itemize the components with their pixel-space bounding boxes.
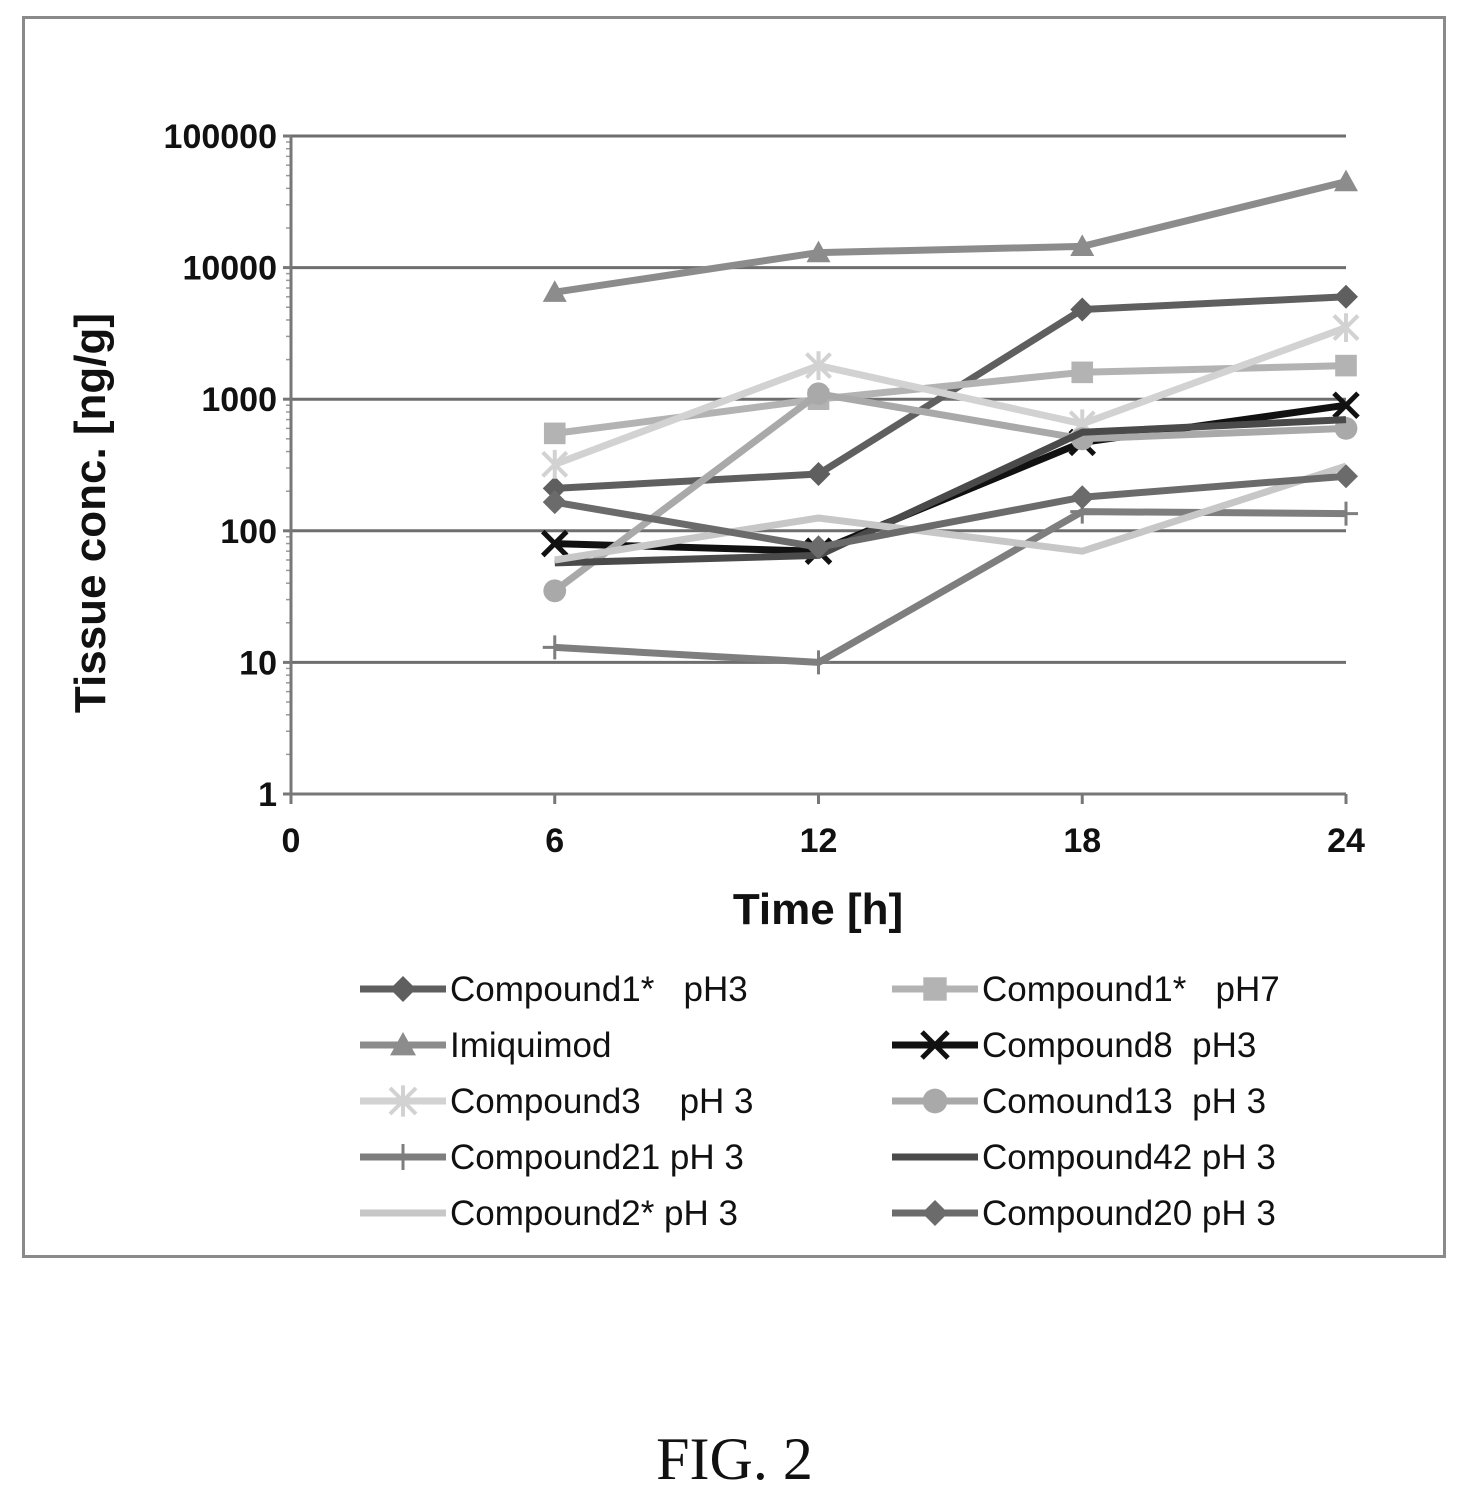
- legend-label: Compound2* pH 3: [450, 1194, 738, 1233]
- x-tick-label: 0: [282, 822, 301, 860]
- series-line: [554, 178, 1347, 296]
- series-line: [554, 472, 1347, 551]
- legend-item: Compound3 pH 3: [360, 1082, 754, 1121]
- axes: [283, 134, 1348, 804]
- legend-label: Compound1* pH3: [450, 970, 748, 1009]
- series-group: [542, 464, 1358, 560]
- data-point: [542, 476, 567, 501]
- y-tick-label: 10000: [182, 250, 277, 288]
- x-tick-label: 18: [1063, 822, 1101, 860]
- figure-caption: FIG. 2: [656, 1426, 813, 1492]
- data-point: [806, 462, 831, 487]
- legend-label: Compound3 pH 3: [450, 1082, 754, 1121]
- y-tick-label: 1: [258, 776, 277, 814]
- series-line: [552, 390, 1347, 594]
- data-point: [1332, 313, 1360, 343]
- series-group: [554, 462, 1348, 564]
- data-point: [542, 490, 567, 515]
- x-axis-title: Time [h]: [733, 885, 903, 934]
- legend: Compound1* pH3 Compound1* pH7 Imiquimod Com…: [360, 970, 1280, 1233]
- data-point: [1334, 501, 1358, 526]
- data-point: [390, 976, 416, 1002]
- series-group: [554, 416, 1347, 567]
- data-point: [1070, 297, 1095, 322]
- data-point: [1334, 169, 1358, 192]
- data-point: [390, 1144, 416, 1170]
- line-chart: 1 10 100 1000 10000 100000 0 6 12 18 24 Time [h] T…: [66, 118, 1365, 1233]
- x-tick-label: 24: [1327, 822, 1365, 860]
- legend-item: Compound8 pH3: [892, 1026, 1256, 1065]
- legend-item: Compound1* pH7: [892, 970, 1280, 1009]
- series-group: [541, 313, 1360, 479]
- data-point: [922, 1088, 948, 1114]
- legend-item: Imiquimod: [360, 1026, 611, 1065]
- legend-label: Compound1* pH7: [982, 970, 1280, 1009]
- series-line: [554, 508, 1347, 666]
- legend-label: Compound21 pH 3: [450, 1138, 744, 1177]
- data-point: [541, 449, 569, 479]
- series-group: [542, 169, 1358, 302]
- data-point: [543, 579, 567, 603]
- legend-label: Compound42 pH 3: [982, 1138, 1276, 1177]
- legend-item: Compound2* pH 3: [360, 1194, 738, 1233]
- legend-label: Imiquimod: [450, 1026, 611, 1065]
- data-point: [806, 240, 831, 263]
- y-tick-label: 100000: [164, 118, 277, 156]
- data-point: [1334, 464, 1358, 489]
- x-tick-label: 12: [800, 822, 838, 860]
- data-point: [390, 1032, 416, 1056]
- legend-item: Compound21 pH 3: [360, 1138, 744, 1177]
- y-tick-label: 10: [239, 644, 277, 682]
- legend-item: Compound1* pH3: [360, 970, 748, 1009]
- legend-label: Comound13 pH 3: [982, 1082, 1266, 1121]
- y-axis-title: Tissue conc. [ng/g]: [66, 313, 115, 713]
- data-point: [807, 382, 830, 406]
- data-point: [806, 535, 831, 560]
- data-point: [1334, 284, 1358, 309]
- legend-item: Compound20 pH 3: [892, 1194, 1276, 1233]
- legend-item: Compound42 pH 3: [892, 1138, 1276, 1177]
- legend-label: Compound8 pH3: [982, 1026, 1256, 1065]
- data-point: [1071, 361, 1094, 384]
- data-point: [922, 1200, 948, 1226]
- data-point: [1070, 485, 1095, 510]
- data-point: [923, 977, 947, 1001]
- series-line: [554, 416, 1347, 567]
- series-group: [542, 499, 1358, 675]
- tick-labels: 1 10 100 1000 10000 100000 0 6 12 18 24: [164, 118, 1365, 860]
- y-tick-label: 100: [220, 513, 277, 551]
- data-point: [543, 422, 566, 445]
- data-point: [388, 1085, 418, 1117]
- data-point: [805, 351, 832, 381]
- legend-item: Comound13 pH 3: [892, 1082, 1266, 1121]
- data-point: [806, 650, 831, 675]
- data-point: [1335, 354, 1357, 377]
- series-line: [553, 324, 1348, 468]
- legend-label: Compound20 pH 3: [982, 1194, 1276, 1233]
- series-lines: [540, 169, 1360, 675]
- data-point: [920, 1030, 950, 1060]
- data-point: [1332, 391, 1360, 419]
- data-point: [542, 280, 567, 302]
- chart-frame: 1 10 100 1000 10000 100000 0 6 12 18 24 Time [h] T…: [22, 16, 1446, 1258]
- x-tick-label: 6: [545, 822, 564, 860]
- series-line: [554, 462, 1348, 564]
- y-tick-label: 1000: [201, 381, 277, 419]
- data-point: [542, 635, 567, 660]
- data-point: [1070, 234, 1095, 256]
- data-point: [540, 529, 569, 558]
